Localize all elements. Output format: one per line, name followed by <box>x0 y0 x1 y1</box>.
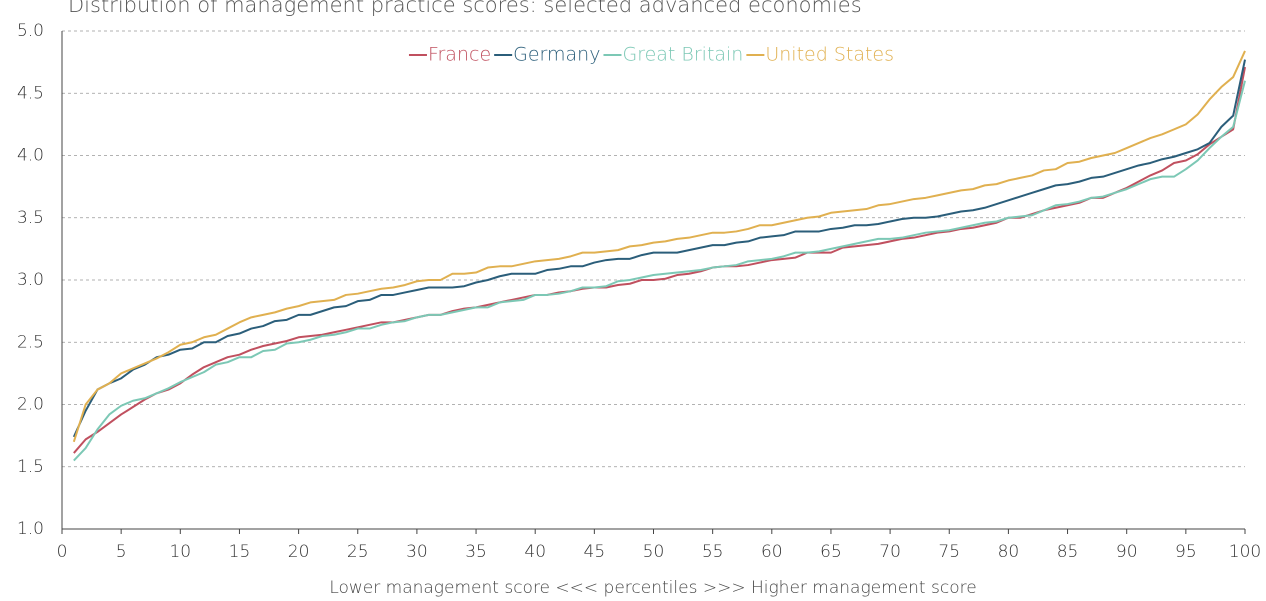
y-tick-label: 3.0 <box>17 270 44 290</box>
y-tick-label: 2.5 <box>17 332 44 352</box>
series-line <box>72 59 1246 438</box>
y-tick-label: 5.0 <box>17 21 44 41</box>
y-tick-label: 3.5 <box>17 208 44 228</box>
y-tick-label: 1.5 <box>17 457 44 477</box>
x-tick-label: 70 <box>879 542 901 562</box>
x-tick-label: 40 <box>524 542 546 562</box>
legend-label: United States <box>765 44 894 66</box>
series-line <box>73 66 1246 454</box>
legend-label: Great Britain <box>622 44 743 66</box>
x-tick-label: 25 <box>347 542 369 562</box>
y-tick-label: 4.0 <box>17 146 44 166</box>
x-tick-label: 65 <box>820 542 842 562</box>
x-tick-label: 15 <box>229 542 251 562</box>
x-tick-label: 20 <box>288 542 310 562</box>
series-line <box>72 50 1246 443</box>
x-tick-label: 5 <box>116 542 127 562</box>
x-tick-label: 60 <box>761 542 783 562</box>
x-axis-label: Lower management score <<< percentiles >… <box>329 578 976 598</box>
x-tick-label: 30 <box>406 542 428 562</box>
y-tick-label: 4.5 <box>17 83 44 103</box>
legend-label: Germany <box>513 44 600 66</box>
legend: France Germany Great Britain United States <box>408 44 894 66</box>
legend-label: France <box>428 44 491 66</box>
x-tick-label: 95 <box>1175 542 1197 562</box>
x-tick-label: 10 <box>169 542 191 562</box>
x-tick-label: 80 <box>998 542 1020 562</box>
x-tick-label: 45 <box>584 542 606 562</box>
x-tick-label: 85 <box>1057 542 1079 562</box>
x-tick-label: 55 <box>702 542 724 562</box>
y-tick-label: 2.0 <box>17 395 44 415</box>
series-line <box>73 80 1246 462</box>
x-tick-label: 0 <box>57 542 68 562</box>
x-tick-label: 35 <box>465 542 487 562</box>
y-tick-label: 1.0 <box>17 519 44 539</box>
x-tick-label: 50 <box>643 542 665 562</box>
x-tick-label: 90 <box>1116 542 1138 562</box>
x-tick-label: 75 <box>938 542 960 562</box>
chart-title: Distribution of management practice scor… <box>68 0 862 17</box>
x-tick-label: 100 <box>1229 542 1261 562</box>
